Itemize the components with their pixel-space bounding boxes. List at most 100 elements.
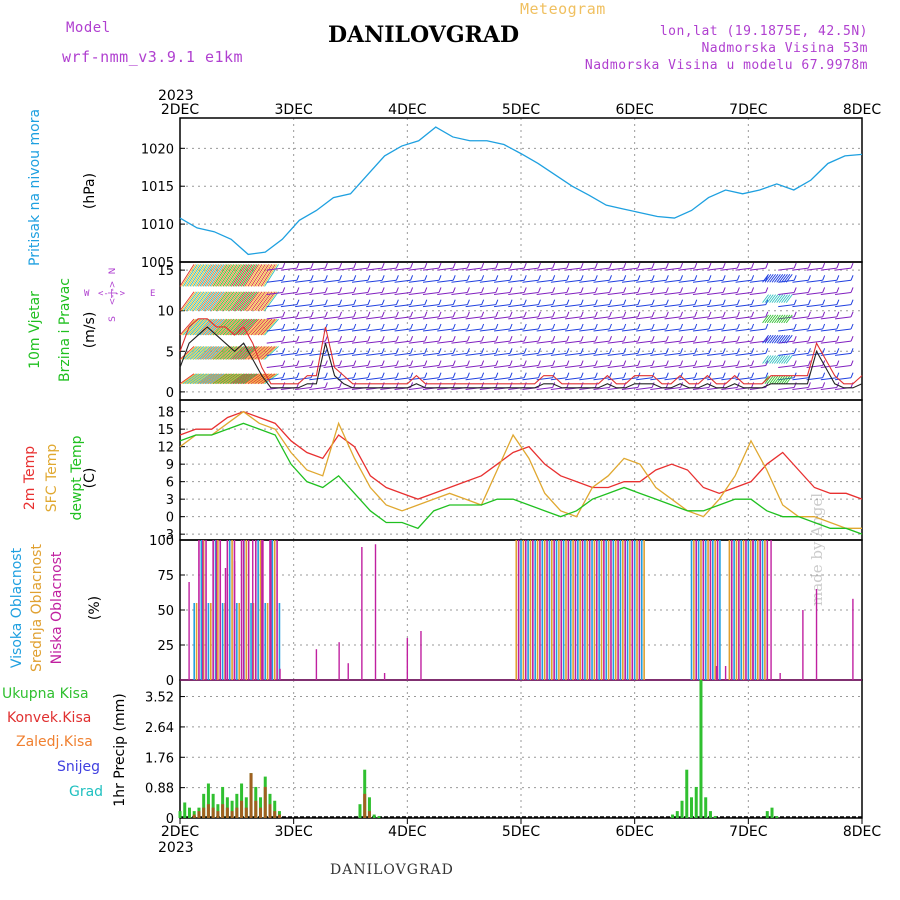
wind-barb: [593, 352, 610, 356]
wind-barb: [381, 335, 385, 342]
wind-barb: [508, 279, 525, 283]
wind-barb: [219, 264, 235, 287]
wind-barb: [438, 348, 442, 354]
wind-barb: [451, 328, 468, 332]
wind-barb: [721, 267, 738, 271]
wind-barb: [593, 291, 610, 295]
precip-bar: [183, 802, 187, 818]
wind-barb: [257, 318, 273, 336]
wind-barb: [536, 352, 553, 356]
wind-barb: [678, 365, 695, 369]
compass-w: W: [84, 289, 90, 299]
wind-barb: [237, 373, 253, 385]
wind-barb: [778, 375, 786, 385]
wind-barb: [650, 304, 667, 308]
wind-barb: [366, 365, 383, 369]
wind-barb: [538, 262, 541, 269]
wind-barb: [565, 279, 582, 283]
wind-barb: [337, 365, 354, 369]
wind-barb: [793, 287, 797, 293]
y-tick-label: 1.76: [145, 751, 174, 766]
wind-barb: [785, 355, 793, 364]
wind-barb: [194, 318, 210, 336]
wind-barb: [367, 348, 371, 354]
wind-barb: [280, 365, 297, 369]
wind-barb: [495, 348, 499, 354]
wind-barb: [424, 275, 428, 281]
precip-bar: [206, 783, 210, 818]
wind-barb: [282, 360, 286, 366]
wind-barb: [692, 377, 710, 381]
wind-barb: [785, 294, 793, 303]
wind-barb: [538, 311, 541, 318]
wind-barb: [665, 262, 669, 269]
wind-barb: [550, 279, 567, 283]
wind-barb: [381, 262, 385, 269]
wind-barb: [194, 291, 210, 311]
wind-barb: [466, 360, 470, 366]
wind-barb: [214, 291, 230, 311]
wind-barb: [206, 291, 221, 311]
conv-precip-bar: [230, 811, 234, 818]
wind-barb: [593, 279, 610, 283]
wind-barb: [295, 328, 312, 332]
wind-barb: [722, 323, 726, 330]
wind-barb: [351, 365, 369, 369]
wind-barb: [437, 304, 454, 308]
wind-barb: [229, 346, 245, 360]
wind-barb: [820, 291, 837, 295]
wind-barb: [580, 287, 584, 293]
wind-barb: [466, 323, 470, 330]
wind-barb: [493, 279, 511, 283]
wind-barb: [621, 316, 638, 320]
wind-barb: [637, 323, 641, 330]
conv-precip-bar: [244, 807, 248, 818]
wind-barb: [452, 348, 456, 354]
wind-barb: [219, 318, 235, 336]
wind-barb: [509, 275, 513, 281]
wind-barb: [295, 386, 312, 390]
wind-barb: [721, 386, 738, 390]
wind-barb: [552, 348, 556, 354]
wind-barb: [209, 346, 225, 360]
wind-barb: [749, 291, 766, 295]
wind-barb: [422, 279, 440, 283]
wind-barb: [538, 348, 541, 354]
wind-barb: [678, 316, 695, 320]
wind-barb: [566, 311, 570, 318]
wind-barb: [522, 291, 539, 295]
wind-barb: [735, 267, 752, 271]
wind-barb: [579, 340, 596, 344]
wind-barb: [250, 264, 266, 287]
wind-barb: [264, 318, 279, 336]
wind-barb: [438, 382, 442, 388]
wind-barb: [466, 348, 470, 354]
wind-barb: [221, 373, 236, 385]
conv-precip-bar: [363, 793, 367, 818]
wind-barb: [280, 279, 297, 283]
wind-barb: [593, 386, 610, 390]
wind-barb: [593, 365, 610, 369]
wind-barb: [594, 311, 598, 318]
wind-barb: [636, 304, 653, 308]
wind-barb: [680, 311, 684, 318]
wind-barb: [579, 377, 596, 381]
wind-barb: [310, 311, 314, 318]
wind-barb: [201, 373, 216, 385]
wind-barb: [552, 262, 556, 269]
wind-barb: [664, 316, 681, 320]
wind-barb: [806, 279, 823, 283]
wind-barb: [607, 291, 624, 295]
conv-precip-bar: [240, 800, 244, 818]
wind-barb: [244, 264, 260, 287]
wind-barb: [410, 335, 414, 342]
wind-barb: [580, 275, 584, 281]
wind-barb: [202, 264, 218, 287]
wind-barb: [222, 346, 238, 360]
wind-barb: [452, 372, 456, 378]
wind-barb: [793, 262, 797, 269]
wind-barb: [736, 335, 740, 342]
wind-barb: [408, 304, 425, 308]
wind-barb: [367, 262, 371, 269]
wind-barb: [207, 291, 223, 311]
